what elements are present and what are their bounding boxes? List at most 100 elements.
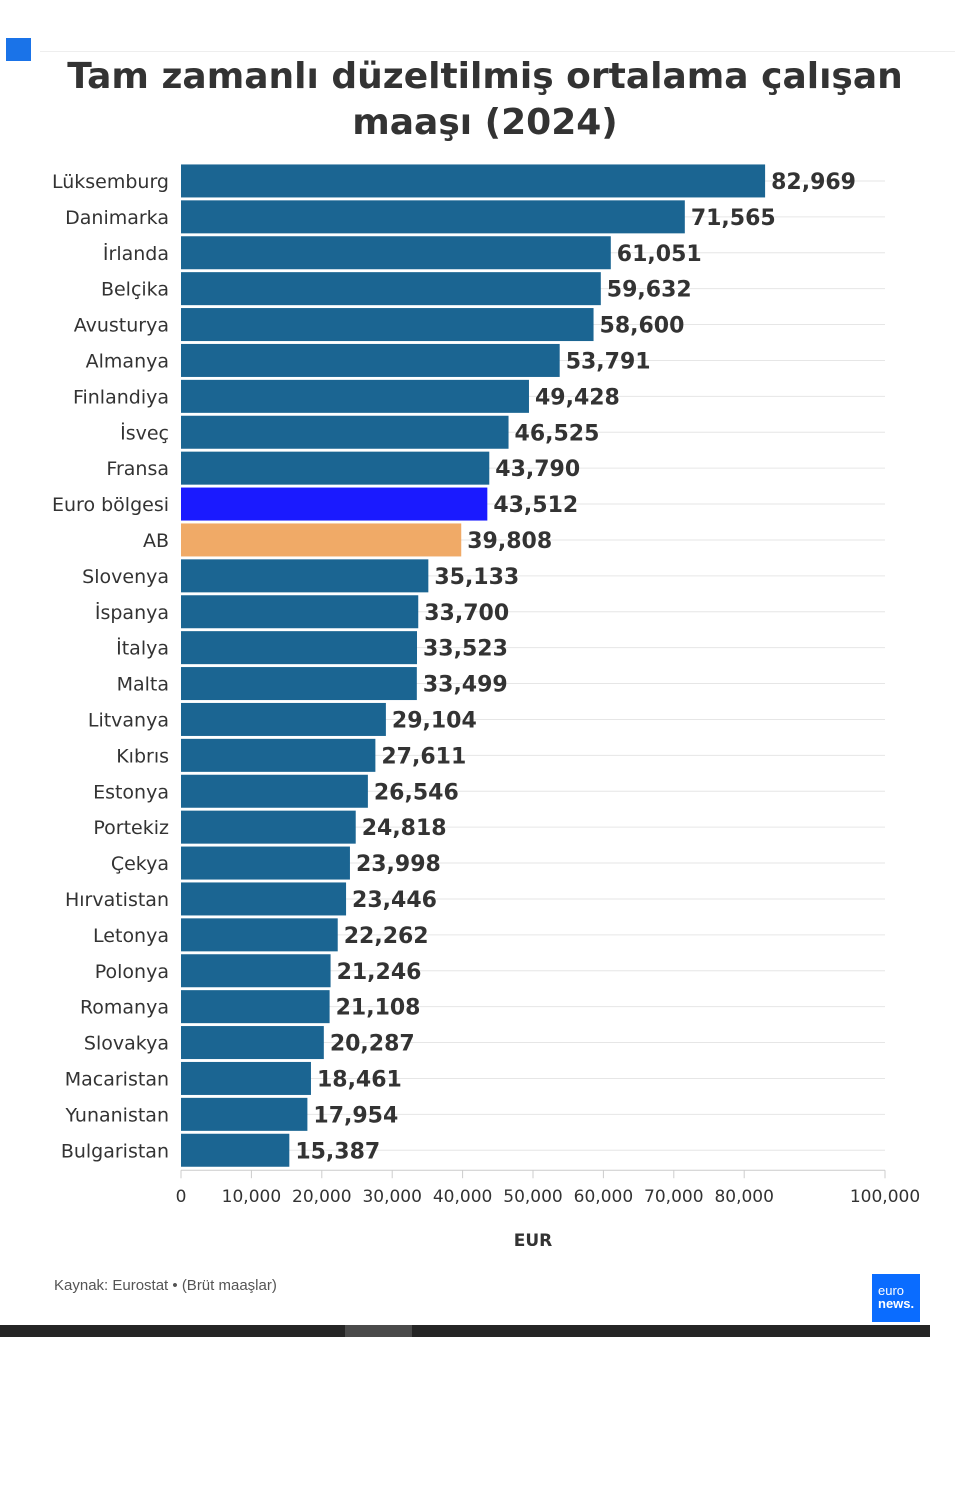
category-label: Macaristan xyxy=(65,1068,169,1090)
category-label: Avusturya xyxy=(74,315,169,337)
bar[interactable] xyxy=(181,559,429,593)
value-label: 82,969 xyxy=(771,170,856,195)
category-label: İtalya xyxy=(116,637,169,660)
header-divider xyxy=(40,51,955,52)
bar[interactable] xyxy=(181,1133,290,1167)
value-label: 33,499 xyxy=(423,673,508,698)
value-label: 21,246 xyxy=(337,960,422,985)
category-label: Letonya xyxy=(93,925,169,947)
bar[interactable] xyxy=(181,846,350,880)
value-label: 21,108 xyxy=(336,996,421,1021)
value-label: 33,700 xyxy=(424,601,509,626)
category-label: Hırvatistan xyxy=(65,889,169,911)
chart-title: Tam zamanlı düzeltilmiş ortalama çalışan… xyxy=(67,56,903,143)
bar[interactable] xyxy=(181,523,462,557)
category-label: Belçika xyxy=(101,279,169,301)
bar[interactable] xyxy=(181,667,417,701)
x-tick-label: 40,000 xyxy=(433,1187,492,1207)
x-axis-title: EUR xyxy=(514,1231,553,1251)
category-label: Kıbrıs xyxy=(116,745,169,767)
value-label: 18,461 xyxy=(317,1067,402,1092)
x-tick-label: 100,000 xyxy=(850,1187,920,1207)
category-label: Litvanya xyxy=(88,709,169,731)
category-label: İrlanda xyxy=(103,242,169,265)
value-label: 29,104 xyxy=(392,708,477,733)
x-tick-label: 30,000 xyxy=(362,1187,421,1207)
bar[interactable] xyxy=(181,918,338,952)
bar[interactable] xyxy=(181,954,331,988)
category-label: Almanya xyxy=(86,350,169,372)
bar[interactable] xyxy=(181,1097,308,1131)
bar[interactable] xyxy=(181,343,560,377)
value-label: 39,808 xyxy=(467,529,552,554)
category-label: Finlandiya xyxy=(73,386,169,408)
bar[interactable] xyxy=(181,308,594,342)
taskbar-active-item[interactable] xyxy=(345,1325,412,1337)
euronews-logo[interactable]: euro news. xyxy=(872,1274,920,1322)
value-label: 59,632 xyxy=(607,278,692,303)
bar[interactable] xyxy=(181,415,509,449)
bar[interactable] xyxy=(181,702,386,736)
value-label: 43,512 xyxy=(493,493,578,518)
bar[interactable] xyxy=(181,1026,324,1060)
bar[interactable] xyxy=(181,882,347,916)
taskbar xyxy=(0,1325,930,1337)
bar[interactable] xyxy=(181,990,330,1024)
category-label: Romanya xyxy=(80,997,169,1019)
value-label: 53,791 xyxy=(566,349,651,374)
value-label: 26,546 xyxy=(374,780,459,805)
category-label: Portekiz xyxy=(93,817,169,839)
bar[interactable] xyxy=(181,595,419,629)
x-tick-label: 20,000 xyxy=(292,1187,351,1207)
category-label: AB xyxy=(143,530,169,552)
value-label: 35,133 xyxy=(434,565,519,590)
x-tick-label: 0 xyxy=(176,1187,187,1207)
category-label: Çekya xyxy=(111,853,169,875)
bar[interactable] xyxy=(181,200,685,234)
category-label: Polonya xyxy=(95,961,169,983)
x-tick-label: 80,000 xyxy=(714,1187,773,1207)
value-label: 22,262 xyxy=(344,924,429,949)
value-label: 17,954 xyxy=(313,1103,398,1128)
value-label: 23,998 xyxy=(356,852,441,877)
bar[interactable] xyxy=(181,451,490,485)
category-label: Danimarka xyxy=(65,207,169,229)
bar[interactable] xyxy=(181,810,356,844)
category-label: Malta xyxy=(117,674,169,696)
category-label: İspanya xyxy=(95,601,169,624)
value-label: 20,287 xyxy=(330,1032,415,1057)
value-label: 43,790 xyxy=(495,457,580,482)
category-label: İsveç xyxy=(120,421,169,444)
logo-line-2: news. xyxy=(878,1296,915,1311)
category-label: Bulgaristan xyxy=(61,1140,169,1162)
value-label: 71,565 xyxy=(691,206,776,231)
value-label: 46,525 xyxy=(515,421,600,446)
category-label: Slovakya xyxy=(84,1033,169,1055)
category-label: Slovenya xyxy=(82,566,169,588)
bar[interactable] xyxy=(181,631,418,665)
value-label: 49,428 xyxy=(535,385,620,410)
bar[interactable] xyxy=(181,1061,311,1095)
logo-line-1: euro xyxy=(878,1283,905,1298)
bar[interactable] xyxy=(181,738,376,772)
category-label: Estonya xyxy=(93,781,169,803)
value-label: 24,818 xyxy=(362,816,447,841)
source-note: Kaynak: Eurostat • (Brüt maaşlar) xyxy=(54,1277,277,1294)
brand-square-icon xyxy=(6,38,31,61)
value-label: 58,600 xyxy=(600,314,685,339)
value-label: 33,523 xyxy=(423,637,508,662)
bar-chart: Lüksemburg 82,969 Danimarka 71,565 İrlanda 61… xyxy=(52,164,920,1251)
x-tick-label: 50,000 xyxy=(503,1187,562,1207)
bar[interactable] xyxy=(181,236,611,270)
bar[interactable] xyxy=(181,487,488,521)
category-label: Yunanistan xyxy=(64,1104,169,1126)
bar[interactable] xyxy=(181,164,766,198)
bar[interactable] xyxy=(181,379,529,413)
category-label: Lüksemburg xyxy=(52,171,169,193)
value-label: 27,611 xyxy=(381,744,466,769)
x-tick-label: 60,000 xyxy=(574,1187,633,1207)
bar[interactable] xyxy=(181,774,368,808)
x-tick-label: 70,000 xyxy=(644,1187,703,1207)
category-label: Euro bölgesi xyxy=(52,494,169,516)
bar[interactable] xyxy=(181,272,601,306)
